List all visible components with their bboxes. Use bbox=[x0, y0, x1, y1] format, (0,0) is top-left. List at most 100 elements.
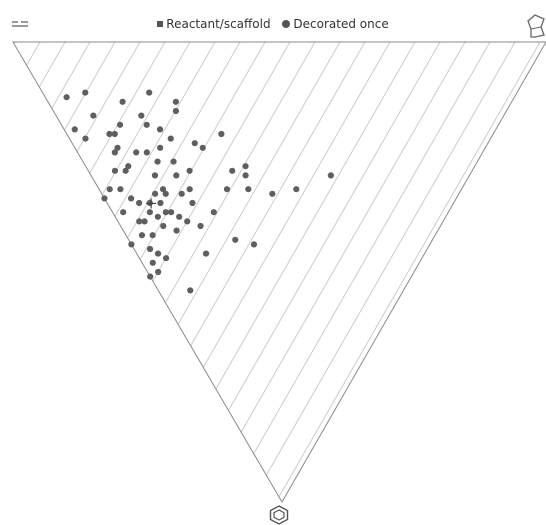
decorated-point[interactable] bbox=[151, 190, 159, 197]
decorated-point[interactable] bbox=[136, 218, 143, 225]
decorated-point[interactable] bbox=[269, 190, 276, 197]
menu-icon[interactable] bbox=[12, 20, 28, 30]
legend-label-reactant: Reactant/scaffold bbox=[166, 17, 271, 31]
hatch-line bbox=[50, 42, 316, 502]
hatch-line bbox=[225, 42, 491, 502]
decorated-point[interactable] bbox=[167, 135, 174, 142]
decorated-point[interactable] bbox=[133, 149, 140, 156]
decorated-point[interactable] bbox=[232, 236, 239, 243]
decorated-point[interactable] bbox=[122, 167, 129, 174]
decorated-point[interactable] bbox=[242, 163, 249, 170]
decorated-point[interactable] bbox=[170, 158, 177, 165]
decorated-point[interactable] bbox=[111, 149, 118, 156]
hatch-line bbox=[13, 42, 191, 502]
decorated-point[interactable] bbox=[106, 130, 113, 138]
decorated-point[interactable] bbox=[120, 209, 127, 216]
decorated-point[interactable] bbox=[116, 121, 124, 128]
decorated-point[interactable] bbox=[173, 172, 180, 179]
decorated-point[interactable] bbox=[143, 121, 150, 128]
legend-circle-swatch bbox=[282, 20, 291, 28]
decorated-point[interactable] bbox=[111, 130, 118, 138]
decorated-point[interactable] bbox=[143, 149, 150, 156]
decorated-point[interactable] bbox=[250, 241, 258, 248]
decorated-point[interactable] bbox=[157, 199, 164, 207]
decorated-point[interactable] bbox=[82, 89, 89, 96]
decorated-point[interactable] bbox=[155, 268, 162, 276]
decorated-point[interactable] bbox=[184, 218, 191, 225]
decorated-point[interactable] bbox=[146, 209, 153, 216]
legend-item-reactant[interactable]: Reactant/scaffold bbox=[157, 17, 271, 31]
decorated-point[interactable] bbox=[229, 167, 236, 174]
hatch-line bbox=[250, 42, 516, 502]
decorated-point[interactable] bbox=[162, 190, 169, 197]
decorated-point[interactable] bbox=[138, 112, 145, 119]
decorated-point[interactable] bbox=[202, 250, 210, 257]
decorated-point[interactable] bbox=[90, 112, 97, 119]
mean-marker bbox=[146, 198, 157, 209]
hatch-line bbox=[13, 42, 166, 502]
decorated-point[interactable] bbox=[149, 259, 156, 266]
decorated-point[interactable] bbox=[146, 89, 153, 96]
hatch-line bbox=[100, 42, 366, 502]
hatch-line bbox=[13, 42, 241, 502]
scaffold-molecule-icon bbox=[527, 14, 545, 38]
decorated-point[interactable] bbox=[242, 172, 249, 179]
decorated-point[interactable] bbox=[159, 186, 167, 193]
decorated-point[interactable] bbox=[136, 199, 143, 207]
decorated-point[interactable] bbox=[154, 213, 161, 220]
decorated-point[interactable] bbox=[154, 158, 161, 165]
decorated-point[interactable] bbox=[173, 227, 180, 234]
decorated-point[interactable] bbox=[82, 135, 89, 142]
decorated-point[interactable] bbox=[114, 144, 121, 151]
decorated-point[interactable] bbox=[128, 195, 135, 202]
legend-item-decorated[interactable]: Decorated once bbox=[282, 17, 389, 31]
decorated-point[interactable] bbox=[154, 250, 162, 257]
decorated-point[interactable] bbox=[141, 218, 148, 225]
decorated-point[interactable] bbox=[197, 222, 204, 230]
decorated-point[interactable] bbox=[128, 241, 135, 248]
legend-square-swatch bbox=[157, 21, 164, 27]
decorated-point[interactable] bbox=[186, 186, 193, 193]
decorated-point[interactable] bbox=[199, 144, 206, 151]
hatch-line bbox=[13, 42, 41, 502]
decorated-point[interactable] bbox=[147, 273, 154, 280]
decorated-point[interactable] bbox=[172, 107, 180, 115]
decorated-point[interactable] bbox=[189, 199, 196, 207]
hatch-lines bbox=[13, 42, 541, 502]
decorated-point[interactable] bbox=[117, 186, 124, 193]
decorated-point[interactable] bbox=[71, 126, 78, 133]
decorated-point[interactable] bbox=[157, 144, 164, 151]
decorated-point[interactable] bbox=[172, 98, 179, 105]
decorated-point[interactable] bbox=[223, 186, 231, 193]
decorated-point[interactable] bbox=[146, 245, 154, 253]
decorated-point[interactable] bbox=[160, 222, 167, 230]
decorated-point[interactable] bbox=[293, 186, 300, 193]
decorated-point[interactable] bbox=[187, 287, 194, 294]
hatch-line bbox=[13, 42, 141, 502]
decorated-point[interactable] bbox=[111, 167, 119, 174]
decorated-point[interactable] bbox=[327, 172, 334, 179]
decorated-point[interactable] bbox=[138, 232, 146, 239]
decorated-point[interactable] bbox=[186, 167, 193, 174]
decorated-point[interactable] bbox=[156, 126, 164, 133]
decorated-point[interactable] bbox=[162, 255, 170, 262]
decorated-point[interactable] bbox=[63, 94, 70, 101]
decorated-point[interactable] bbox=[151, 172, 159, 179]
decorated-point[interactable] bbox=[101, 195, 108, 202]
triangle-outline bbox=[12, 41, 546, 503]
decorated-point[interactable] bbox=[210, 209, 217, 216]
decorated-point[interactable] bbox=[119, 98, 126, 105]
decorated-point[interactable] bbox=[168, 209, 175, 216]
hatch-line bbox=[13, 42, 16, 502]
decorated-point[interactable] bbox=[245, 186, 252, 193]
hatch-line bbox=[125, 42, 391, 502]
decorated-point[interactable] bbox=[218, 130, 225, 138]
decorated-point[interactable] bbox=[125, 163, 132, 170]
decorated-point[interactable] bbox=[191, 140, 198, 147]
decorated-point[interactable] bbox=[176, 213, 183, 220]
decorated-point[interactable] bbox=[162, 209, 169, 216]
decorated-point[interactable] bbox=[106, 186, 113, 193]
decorated-point[interactable] bbox=[149, 232, 156, 239]
hatch-line bbox=[75, 42, 341, 502]
decorated-point[interactable] bbox=[178, 190, 185, 197]
